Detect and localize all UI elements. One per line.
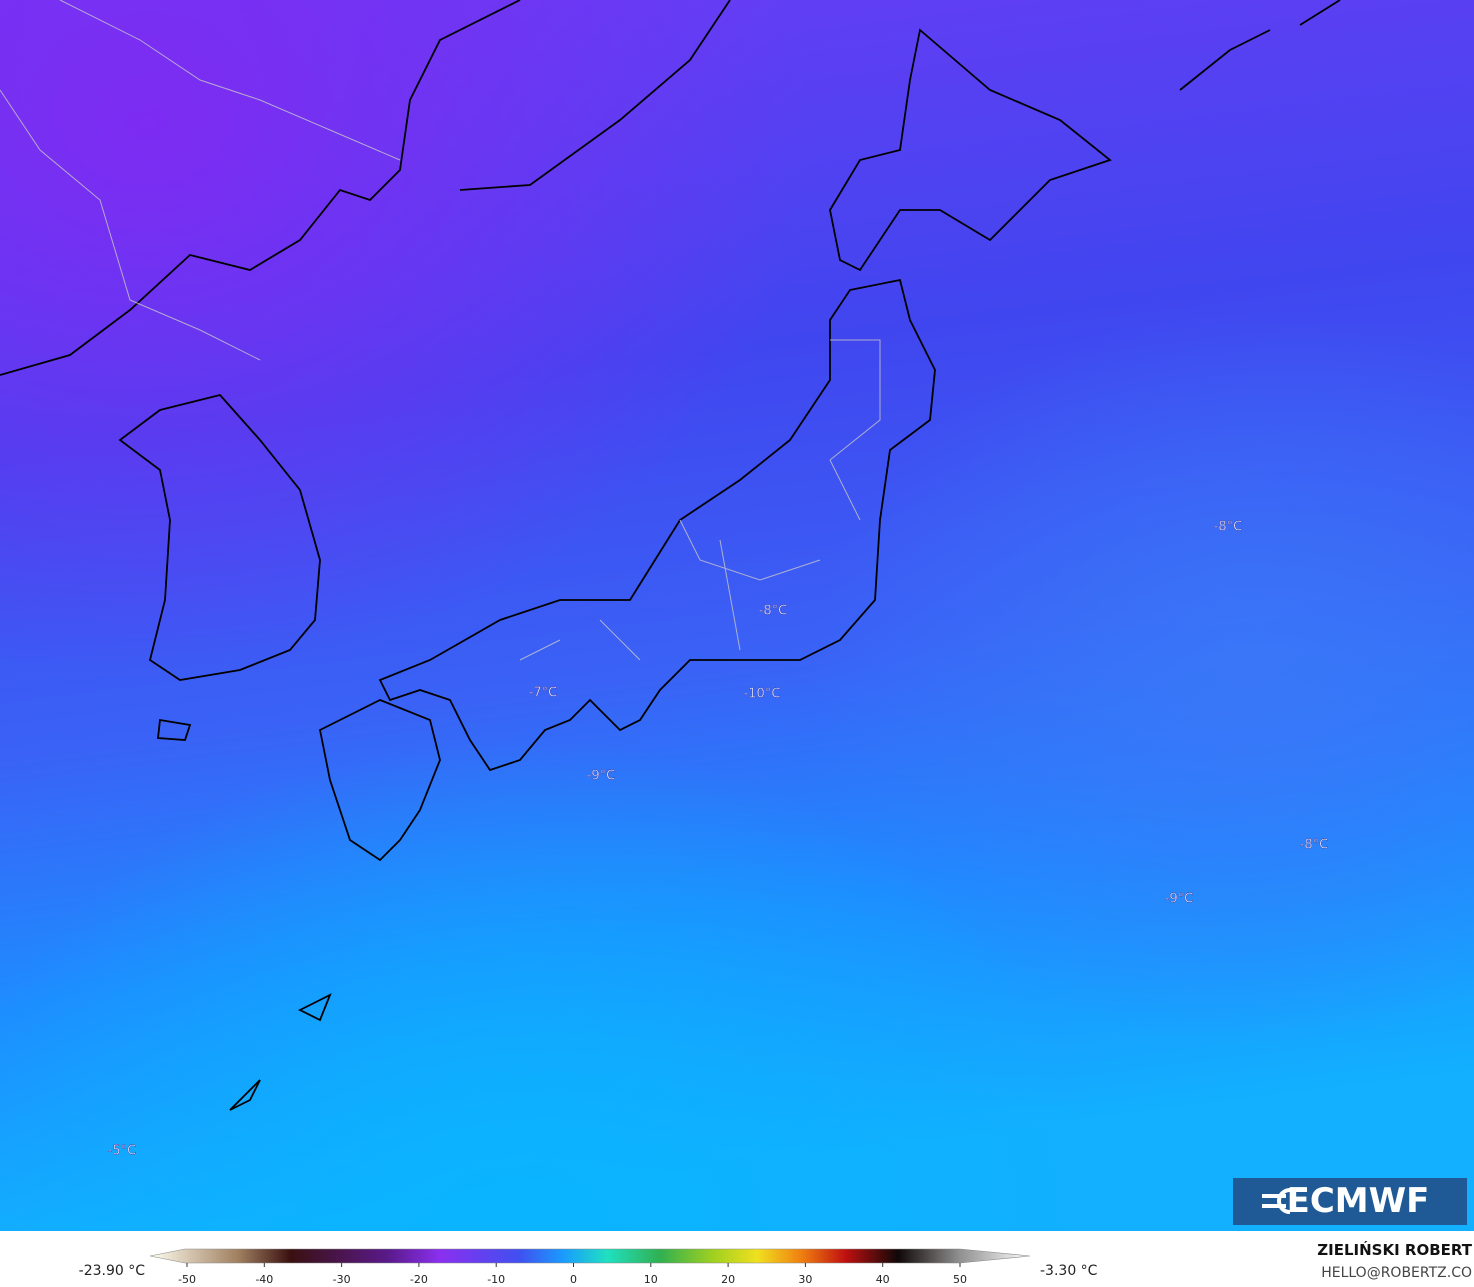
colorbar-tick-label: 50 [953,1273,967,1286]
logo-icon [1262,1188,1291,1214]
logo-box [1233,1178,1467,1225]
temperature-label: -10°C [744,687,781,702]
island [157,718,332,1111]
temperature-label: -7°C [529,686,558,701]
temperature-label: -8°C [1214,520,1243,535]
colorbar [149,1248,1031,1264]
temperature-label: -9°C [1165,892,1194,907]
coastline [378,278,936,772]
legend-max: -3.30 °C [1040,1263,1098,1279]
credit-email: HELLO@ROBERTZ.CO [1321,1265,1472,1281]
credit-name: ZIELIŃSKI ROBERT [1317,1240,1472,1259]
temperature-label: -8°C [1300,838,1329,853]
legend-min: -23.90 °C [79,1263,146,1279]
border [0,89,261,361]
colorbar-tick-label: 10 [644,1273,658,1286]
coastline [318,699,441,862]
colorbar-tick-label: 40 [876,1273,890,1286]
coastline [829,28,1112,272]
colorbar-tick-label: -10 [487,1273,505,1286]
coastline [1179,0,1341,91]
colorbar-tick-label: 0 [570,1273,577,1286]
colorbar-tick-label: -40 [255,1273,273,1286]
coastlines [0,0,1341,1111]
colorbar-tick-label: -50 [178,1273,196,1286]
colorbar-tick-label: -30 [333,1273,351,1286]
border [519,519,821,661]
logo-wave [1262,1188,1291,1214]
temperature-label: -9°C [587,769,616,784]
coastline [459,0,731,191]
temperature-label: -8°C [759,604,788,619]
logo: ECMWF [1287,1181,1430,1221]
colorbar-tick-label: -20 [410,1273,428,1286]
colorbar-tick-label: 30 [798,1273,812,1286]
borders [0,0,881,661]
border [59,0,401,161]
border [829,339,881,521]
temperature-label: -5°C [108,1144,137,1159]
warm-area [0,0,1474,1231]
coastline [0,0,521,376]
colorbar-tick-label: 20 [721,1273,735,1286]
coastline [118,393,321,681]
